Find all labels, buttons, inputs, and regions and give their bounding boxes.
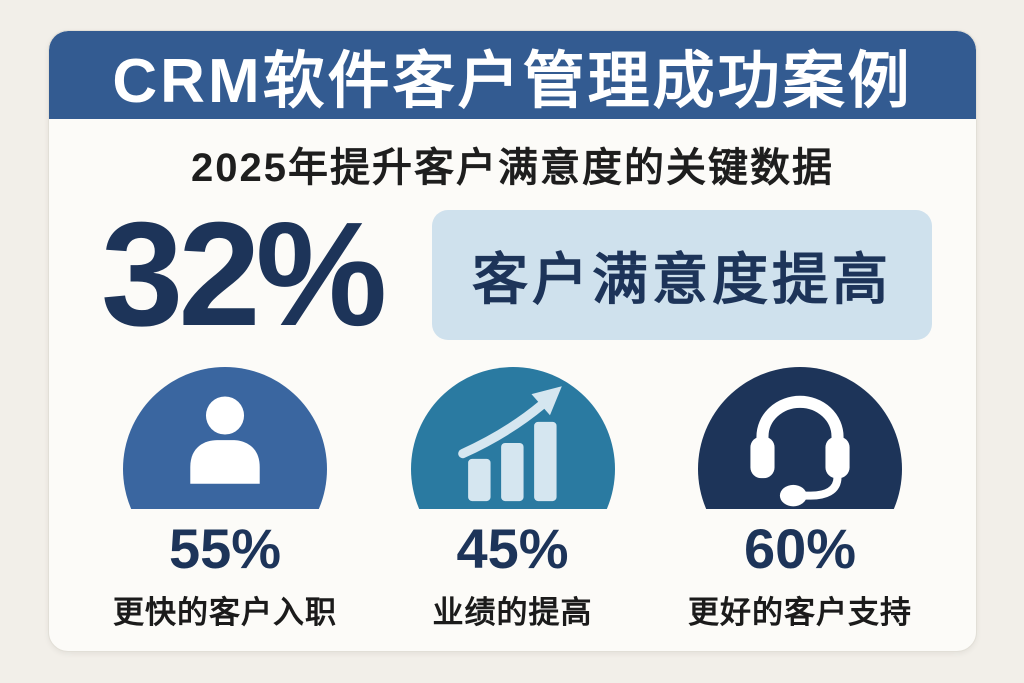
hero-stat-row: 32% 客户满意度提高 <box>101 201 932 349</box>
stat-value: 60% <box>743 517 857 580</box>
hero-stat-value: 32% <box>101 192 387 357</box>
stat-card-support: 60% 更好的客户支持 <box>660 367 940 632</box>
stat-label: 更好的客户支持 <box>688 595 912 630</box>
growth-chart-icon-circle <box>410 367 615 509</box>
hero-stat-highlight: 客户满意度提高 <box>432 210 932 340</box>
growth-chart-icon-glyph <box>457 386 562 502</box>
headset-icon-circle <box>698 367 902 509</box>
infographic-card: CRM软件客户管理成功案例 2025年提升客户满意度的关键数据 32% 客户满意… <box>48 30 977 652</box>
stat-card-onboarding: 55% 更快的客户入职 <box>85 367 365 632</box>
user-icon <box>123 367 327 509</box>
stat-card-performance: 45% 业绩的提高 <box>373 367 653 632</box>
stats-row: 55% 更快的客户入职 45% 业绩的提高 <box>49 367 976 632</box>
page-title: CRM软件客户管理成功案例 <box>112 47 913 116</box>
user-icon-circle <box>123 367 327 509</box>
headset-icon-glyph <box>750 395 850 507</box>
hero-stat-label: 客户满意度提高 <box>472 247 892 311</box>
growth-chart-icon <box>410 367 615 509</box>
header-banner: CRM软件客户管理成功案例 <box>49 31 976 119</box>
user-icon-glyph <box>190 396 260 484</box>
stat-label: 业绩的提高 <box>432 595 593 630</box>
stat-value: 55% <box>168 517 282 580</box>
headset-icon <box>698 367 902 509</box>
subtitle: 2025年提升客户满意度的关键数据 <box>191 146 834 190</box>
stat-value: 45% <box>456 517 569 580</box>
stat-label: 更快的客户入职 <box>113 595 337 630</box>
